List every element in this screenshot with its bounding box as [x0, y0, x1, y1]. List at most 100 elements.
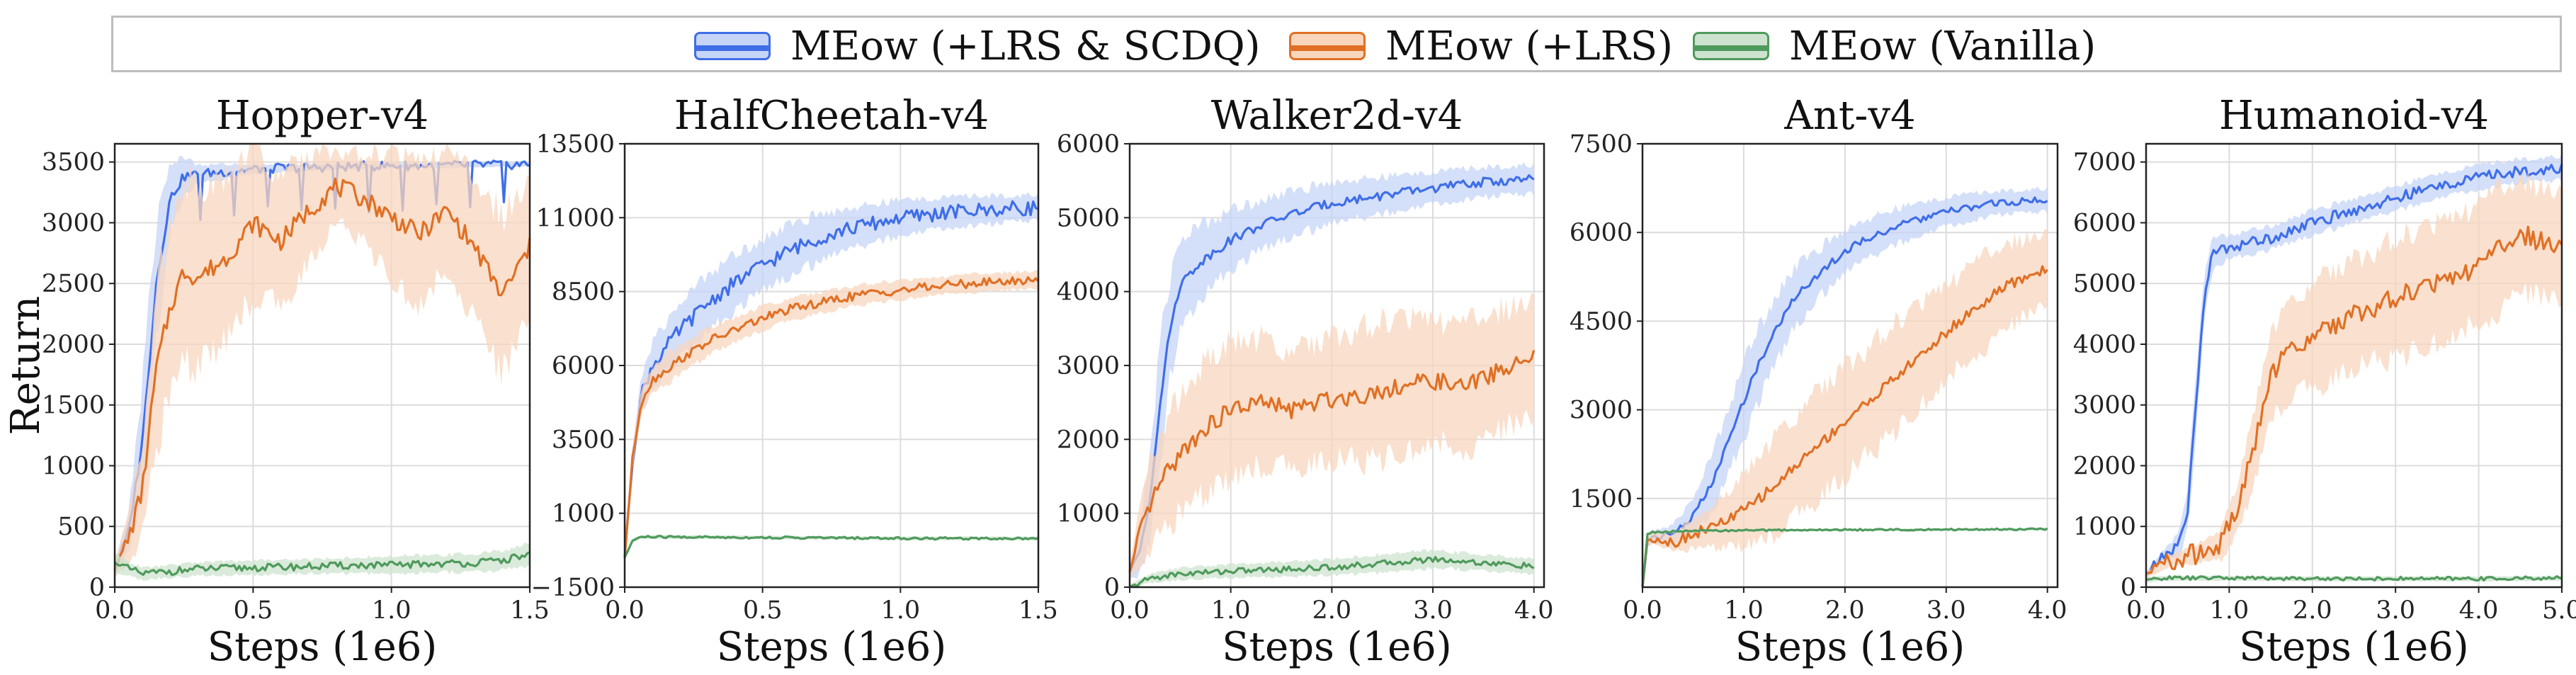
x-tick-label: 2.0	[1312, 596, 1352, 625]
y-tick-label: 8500	[552, 278, 615, 307]
y-tick-label: 500	[57, 513, 105, 541]
x-tick-label: 3.0	[1413, 596, 1453, 625]
x-axis-label: Steps (1e6)	[717, 624, 947, 670]
y-tick-label: 2500	[42, 270, 105, 298]
legend-swatch-blue	[694, 32, 771, 60]
series-line-2	[623, 535, 1039, 558]
y-tick-label: 1500	[42, 392, 105, 420]
y-tick-label: 4000	[1057, 278, 1120, 307]
series-line-1	[2145, 225, 2563, 574]
y-tick-label: 6000	[2073, 209, 2136, 237]
y-tick-label: 5000	[2073, 270, 2136, 298]
series-band-1	[625, 270, 1038, 565]
y-tick-label: 3000	[42, 209, 105, 237]
chart-title: HalfCheetah-v4	[674, 93, 989, 139]
series-band-0	[1642, 186, 2048, 587]
y-tick-label: 2000	[42, 331, 105, 359]
series-line-0	[623, 200, 1039, 559]
series-line-1	[1128, 350, 1536, 572]
chart-title: Hopper-v4	[216, 93, 429, 139]
x-tick-label: 4.0	[2459, 596, 2499, 625]
x-axis-label: Steps (1e6)	[1222, 624, 1452, 670]
legend: MEow (+LRS & SCDQ) MEow (+LRS) MEow (Van…	[111, 16, 2562, 72]
y-tick-label: 0	[2121, 574, 2136, 602]
y-tick-label: 3000	[1570, 397, 1633, 425]
x-tick-label: 4.0	[1514, 596, 1554, 625]
x-axis-label: Steps (1e6)	[2239, 624, 2469, 670]
y-tick-label: 1000	[42, 452, 105, 480]
y-tick-label: 13500	[536, 130, 615, 159]
x-tick-label: 0.0	[1110, 596, 1150, 625]
x-tick-label: 1.5	[510, 596, 550, 625]
legend-label: MEow (Vanilla)	[1789, 23, 2096, 69]
y-tick-label: 0	[89, 574, 105, 602]
y-tick-label: 3500	[552, 426, 615, 454]
legend-swatch-green	[1693, 32, 1769, 60]
series-band-0	[625, 191, 1038, 564]
x-tick-label: 1.0	[880, 596, 920, 625]
y-tick-label: 3000	[1057, 352, 1120, 380]
y-tick-label: 1000	[2073, 513, 2136, 541]
legend-item-vanilla: MEow (Vanilla)	[1693, 18, 2096, 74]
x-tick-label: 0.0	[1623, 596, 1662, 625]
series-band-1	[1642, 228, 2048, 587]
x-tick-label: 0.5	[233, 596, 273, 625]
axes-frame	[2145, 142, 2563, 589]
x-tick-label: 1.0	[2210, 596, 2249, 625]
series-line-2	[2145, 575, 2563, 582]
y-tick-label: 0	[1104, 574, 1120, 602]
y-tick-label: 6000	[1057, 130, 1120, 159]
y-tick-label: 5000	[1057, 204, 1120, 232]
y-tick-label: 4500	[1570, 307, 1633, 336]
x-axis-label: Steps (1e6)	[208, 624, 438, 670]
y-tick-label: 2000	[1057, 426, 1120, 454]
series-band-1	[115, 144, 530, 578]
y-tick-label: 6000	[1570, 219, 1633, 247]
y-tick-label: 3000	[2073, 392, 2136, 420]
chart-title: Ant-v4	[1783, 93, 1915, 139]
x-tick-label: 0.0	[2126, 596, 2166, 625]
x-tick-label: 2.0	[2293, 596, 2332, 625]
series-band-0	[1130, 161, 1534, 580]
y-tick-label: 11000	[536, 204, 615, 232]
x-tick-label: 0.5	[743, 596, 783, 625]
x-tick-label: 2.0	[1825, 596, 1865, 625]
y-tick-label: 1000	[1057, 500, 1120, 528]
y-tick-label: 6000	[552, 352, 615, 380]
y-tick-label: 1500	[1570, 485, 1633, 514]
y-tick-label: 1000	[552, 500, 615, 528]
chart-title: Walker2d-v4	[1211, 93, 1463, 139]
series-line-2	[1641, 527, 2048, 588]
x-tick-label: 3.0	[1927, 596, 1966, 625]
x-tick-label: 3.0	[2376, 596, 2415, 625]
axes-frame	[1641, 142, 2059, 589]
series-line-0	[1641, 196, 2048, 587]
legend-label: MEow (+LRS)	[1385, 23, 1673, 69]
y-tick-label: 4000	[2073, 331, 2136, 359]
series-line-2	[113, 551, 530, 577]
y-axis-label: Return	[3, 296, 49, 436]
x-tick-label: 5.0	[2542, 596, 2576, 625]
x-tick-label: 1.0	[1724, 596, 1764, 625]
legend-label: MEow (+LRS & SCDQ)	[790, 23, 1261, 69]
series-line-1	[623, 276, 1040, 558]
series-band-1	[2146, 169, 2562, 579]
x-axis-label: Steps (1e6)	[1735, 624, 1965, 670]
chart-title: Humanoid-v4	[2219, 93, 2489, 139]
series-line-0	[1128, 174, 1535, 574]
series-line-0	[2145, 164, 2563, 577]
series-band-2	[115, 542, 530, 582]
legend-swatch-orange	[1289, 32, 1366, 60]
legend-item-lrs: MEow (+LRS)	[1289, 18, 1673, 74]
axes-frame	[113, 142, 531, 589]
y-tick-label: 7500	[1570, 130, 1633, 159]
x-tick-label: 1.0	[1211, 596, 1251, 625]
y-tick-label: 7000	[2073, 149, 2136, 177]
x-tick-label: 1.5	[1019, 596, 1058, 625]
x-tick-label: 0.0	[605, 596, 645, 625]
y-tick-label: 2000	[2073, 452, 2136, 480]
series-line-1	[113, 177, 531, 571]
y-tick-label: 3500	[42, 149, 105, 177]
legend-item-lrs-scdq: MEow (+LRS & SCDQ)	[694, 18, 1260, 74]
